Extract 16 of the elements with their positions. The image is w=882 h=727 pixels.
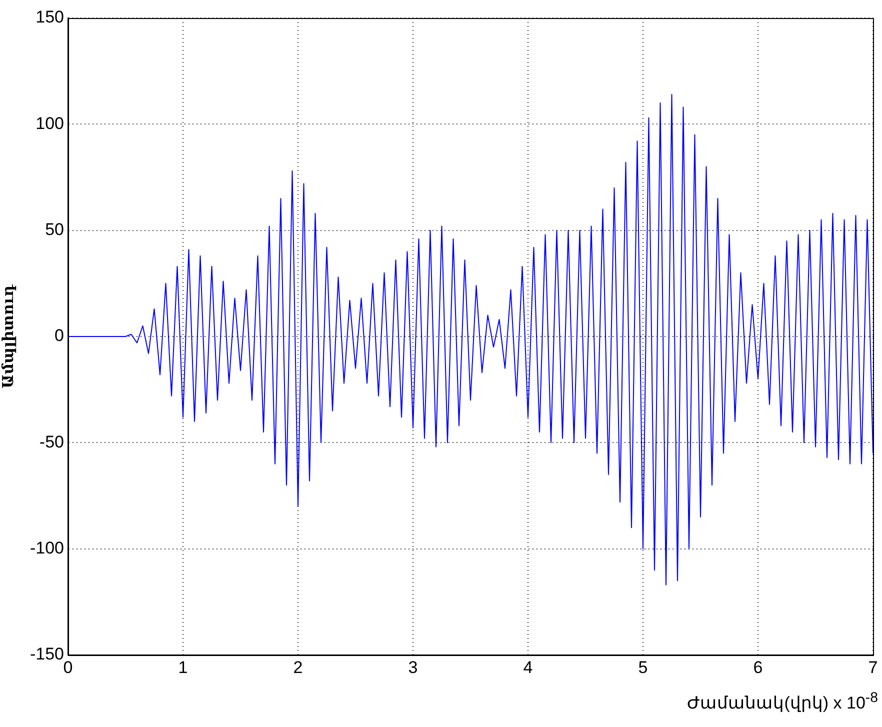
y-tick-label: -150	[30, 644, 64, 664]
y-axis-title: Ամպլիտուդ	[0, 284, 17, 388]
y-tick-label: 100	[36, 114, 64, 133]
x-tick-label: 3	[408, 658, 418, 677]
x-tick-label: 1	[178, 658, 188, 677]
x-tick-label: 4	[523, 658, 533, 677]
x-tick-label: 5	[638, 658, 648, 677]
y-tick-label: 50	[45, 220, 64, 240]
y-tick-label: -50	[39, 432, 64, 452]
y-tick-label: 0	[54, 326, 64, 346]
x-tick-label: 7	[868, 658, 878, 677]
y-tick-label: -100	[30, 538, 64, 558]
x-tick-label: 6	[753, 658, 763, 677]
y-tick-label: 150	[36, 8, 64, 27]
x-axis-title: Ժամանակ(վրկ) x 10$^{-8}$	[687, 690, 878, 714]
x-tick-label: 2	[293, 658, 303, 677]
